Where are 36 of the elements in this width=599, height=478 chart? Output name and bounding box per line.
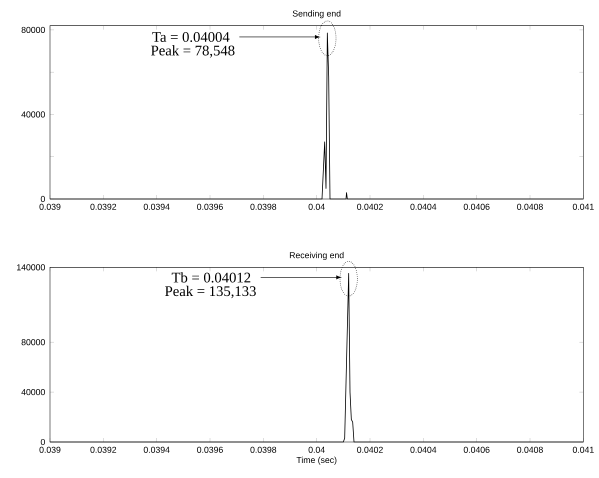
x-tick-label: 0.0404 — [410, 446, 436, 453]
x-tick-label: 0.041 — [572, 204, 594, 210]
x-tick-label: 0.0394 — [144, 204, 170, 210]
chart-title: Receiving end — [290, 252, 344, 260]
x-tick-label: 0.0392 — [90, 204, 116, 210]
y-tick-label: 40000 — [21, 111, 45, 118]
y-tick-label: 0 — [40, 438, 45, 446]
annotation: Peak = 78,548 — [151, 45, 234, 58]
x-tick-label: 0.0394 — [144, 446, 170, 453]
x-tick-label: 0.041 — [572, 446, 594, 453]
y-tick-label: 40000 — [21, 389, 45, 396]
x-tick-label: 0.0404 — [410, 204, 436, 210]
x-tick-label: 0.0406 — [464, 204, 490, 210]
x-tick-label: 0.0398 — [250, 204, 276, 210]
x-tick-label: 0.04 — [308, 446, 325, 453]
x-tick-label: 0.039 — [39, 204, 60, 210]
x-tick-label: 0.0398 — [250, 446, 276, 453]
x-tick-label: 0.039 — [39, 446, 60, 453]
chart-title: Sending end — [292, 10, 340, 18]
y-tick-label: 80000 — [22, 339, 45, 346]
x-tick-label: 0.0408 — [517, 446, 543, 453]
y-tick-label: 140000 — [17, 264, 45, 270]
x-tick-label: 0.0392 — [90, 446, 116, 453]
x-tick-label: 0.0402 — [357, 446, 383, 453]
x-axis-title: Time (sec) — [296, 456, 336, 465]
x-tick-label: 0.0402 — [357, 204, 383, 210]
x-tick-label: 0.04 — [308, 204, 325, 210]
annotation: Peak = 135,133 — [165, 286, 256, 298]
annotation: Tb = 0.04012 — [172, 272, 250, 283]
x-tick-label: 0.0408 — [517, 204, 543, 210]
x-tick-label: 0.0406 — [464, 446, 490, 453]
x-tick-label: 0.0396 — [197, 204, 223, 210]
x-tick-label: 0.0396 — [197, 446, 223, 453]
annotation: Ta = 0.04004 — [152, 32, 230, 42]
y-tick-label: 80000 — [22, 26, 45, 33]
y-tick-label: 0 — [40, 196, 45, 202]
